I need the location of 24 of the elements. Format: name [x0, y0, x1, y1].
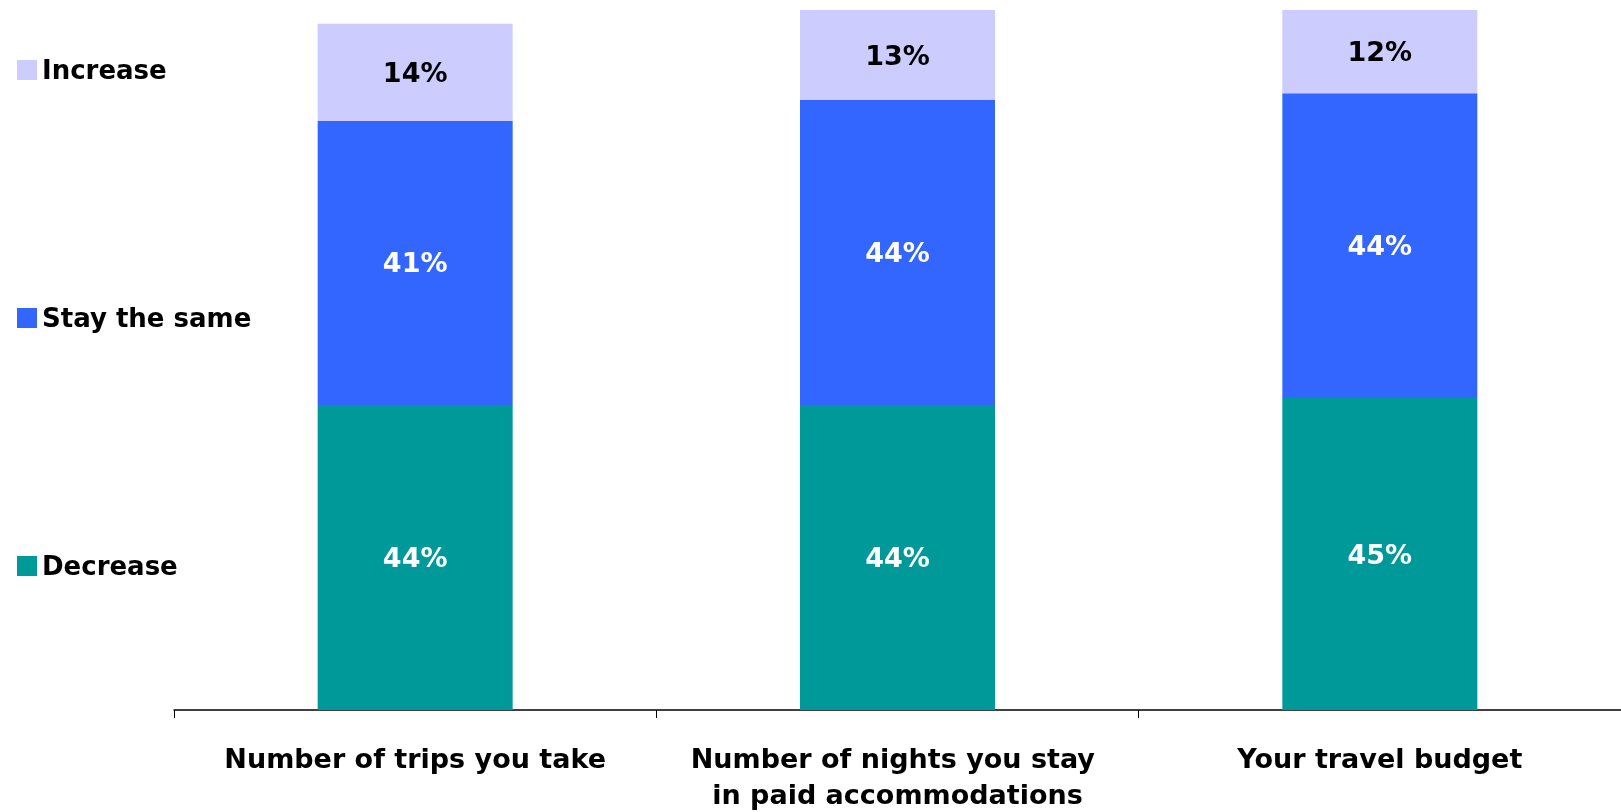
x-tick-label: Number of trips you take	[224, 742, 607, 774]
legend-label: Increase	[42, 55, 167, 85]
data-label: 13%	[865, 39, 930, 71]
bar	[1282, 10, 1478, 94]
x-tick-label: Your travel budget	[1236, 742, 1523, 774]
bar	[317, 405, 513, 710]
data-label: 41%	[382, 247, 448, 279]
data-label: 14%	[382, 56, 448, 88]
bar	[317, 120, 513, 406]
data-label: 44%	[865, 237, 930, 269]
data-label: 44%	[382, 542, 448, 574]
x-tick-label: Number of nights you stay in paid accommodations	[690, 742, 1105, 810]
bar	[800, 100, 995, 406]
bar	[1282, 398, 1478, 710]
data-label: 45%	[1347, 538, 1413, 570]
bar	[317, 23, 513, 121]
legend-label: Decrease	[42, 551, 178, 581]
legend-label: Stay the same	[42, 303, 252, 333]
bar	[800, 405, 995, 710]
data-label: 12%	[1347, 36, 1413, 68]
data-label: 44%	[865, 542, 930, 574]
bar	[800, 10, 995, 101]
bar	[1282, 93, 1478, 399]
data-label: 44%	[1347, 230, 1413, 262]
